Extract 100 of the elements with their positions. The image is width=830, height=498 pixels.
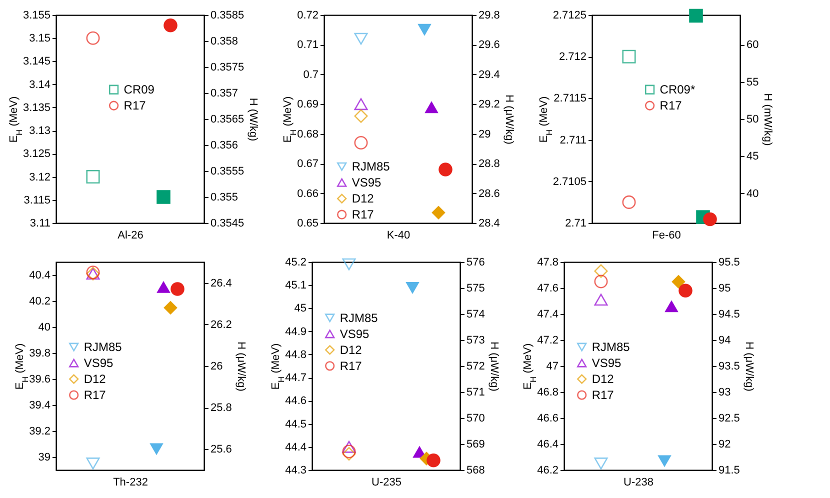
y-tick-label: 40	[38, 322, 50, 334]
y-tick-label: 3.14	[29, 78, 50, 91]
y2-axis-title: H (μW/kg)	[502, 94, 515, 144]
y2-tick-label: 91.5	[718, 464, 740, 476]
y2-tick-label: 0.358	[210, 36, 238, 48]
y-tick-label: 0.68	[297, 128, 318, 140]
legend-label: RJM85	[352, 160, 390, 174]
y-tick-label: 47.2	[537, 334, 558, 346]
y-tick-label: 0.69	[297, 98, 318, 111]
y2-tick-label: 0.3585	[210, 10, 244, 22]
y2-axis-title: H (mW/kg)	[762, 93, 774, 146]
y2-axis-title: H (μW/kg)	[742, 342, 755, 392]
y2-tick-label: 29.2	[478, 98, 500, 111]
y2-axis-title: H (μW/kg)	[488, 342, 500, 392]
y2-axis-title: H (W/kg)	[247, 98, 260, 142]
y2-tick-label: 92.5	[718, 412, 740, 424]
y-tick-label: 3.12	[29, 171, 50, 184]
y2-tick-label: 94.5	[718, 308, 740, 320]
legend-label: R17	[352, 208, 374, 222]
y2-tick-label: 55	[746, 76, 759, 88]
legend-label: VS95	[592, 356, 622, 370]
y2-tick-label: 0.3575	[210, 62, 244, 74]
y2-tick-label: 568	[466, 464, 485, 476]
y2-tick-label: 569	[466, 438, 485, 450]
y-tick-label: 0.65	[297, 218, 318, 230]
y2-tick-label: 574	[466, 308, 485, 320]
y-tick-label: 40.2	[29, 296, 50, 308]
y-tick-label: 44.7	[285, 372, 306, 384]
y-tick-label: 0.67	[297, 158, 318, 170]
y-tick-label: 44.4	[285, 441, 306, 454]
y2-tick-label: 29	[478, 128, 491, 140]
y-tick-label: 46.6	[537, 412, 558, 424]
y-tick-label: 45.2	[285, 256, 306, 268]
y2-tick-label: 0.357	[210, 88, 238, 100]
legend-label: R17	[660, 98, 682, 113]
x-axis-title: K-40	[386, 230, 410, 242]
y-tick-label: 47.6	[537, 282, 558, 294]
y2-tick-label: 28.4	[478, 218, 500, 230]
y-tick-label: 2.711	[560, 134, 586, 146]
y2-tick-label: 573	[466, 334, 485, 346]
y2-tick-label: 28.8	[478, 158, 500, 170]
x-axis-title: U-238	[624, 476, 654, 488]
y-tick-label: 2.71	[565, 218, 586, 230]
legend-label: D12	[592, 372, 614, 386]
y-tick-label: 44.3	[285, 464, 306, 476]
y-tick-label: 2.7115	[554, 92, 586, 105]
y-tick-label: 3.145	[22, 56, 50, 68]
legend-label: RJM85	[84, 340, 122, 354]
y2-tick-label: 26.4	[210, 277, 232, 290]
y-tick-label: 40.4	[29, 270, 50, 282]
x-axis-title: Fe-60	[652, 230, 681, 242]
y-tick-label: 47	[546, 360, 558, 372]
legend-label: VS95	[340, 326, 370, 341]
y-tick-label: 0.71	[297, 39, 318, 52]
legend-label: CR09*	[660, 82, 696, 97]
x-axis-title: U-235	[372, 476, 402, 488]
y2-tick-label: 28.6	[478, 188, 500, 200]
y-tick-label: 3.135	[22, 102, 50, 114]
y-tick-label: 39.4	[29, 400, 50, 412]
y-tick-label: 0.72	[297, 10, 318, 22]
y2-tick-label: 29.6	[478, 39, 500, 52]
y2-tick-label: 572	[466, 360, 485, 372]
y2-tick-label: 570	[466, 412, 485, 424]
y-tick-label: 46.4	[537, 438, 558, 450]
y2-tick-label: 50	[746, 114, 759, 126]
y2-tick-label: 60	[746, 39, 759, 52]
x-axis-title: Th-232	[113, 476, 148, 488]
y-tick-label: 39.8	[29, 348, 50, 360]
legend-label: R17	[84, 388, 106, 402]
y-tick-label: 47.8	[537, 256, 558, 268]
y2-tick-label: 93	[718, 386, 731, 398]
y2-tick-label: 95.5	[718, 256, 740, 268]
legend-label: R17	[124, 98, 146, 113]
y-tick-label: 2.7105	[552, 176, 586, 188]
y-tick-label: 39.2	[29, 426, 50, 438]
y2-tick-label: 29.4	[478, 68, 500, 81]
legend-label: VS95	[352, 176, 382, 190]
y-tick-label: 44.8	[285, 348, 306, 361]
legend-label: VS95	[84, 356, 114, 370]
legend-label: R17	[592, 388, 614, 402]
legend-label: CR09	[124, 82, 155, 97]
y2-tick-label: 576	[466, 256, 485, 268]
y2-tick-label: 93.5	[718, 360, 740, 372]
y-tick-label: 2.712	[558, 51, 586, 64]
y-tick-label: 46.2	[537, 464, 558, 476]
y2-tick-label: 0.3555	[210, 166, 244, 178]
y2-tick-label: 575	[466, 282, 485, 294]
y-tick-label: 0.7	[303, 68, 318, 81]
y-tick-label: 44.9	[285, 326, 306, 338]
y2-tick-label: 0.355	[210, 192, 238, 204]
y-tick-label: 2.7125	[552, 10, 586, 22]
legend-label: D12	[340, 342, 362, 357]
y-tick-label: 46.8	[537, 386, 558, 398]
y2-tick-label: 45	[746, 150, 759, 163]
y-tick-label: 39	[38, 452, 50, 464]
y-tick-label: 3.15	[29, 32, 50, 45]
y-tick-label: 47.4	[537, 308, 558, 320]
y2-tick-label: 26	[210, 360, 223, 372]
legend-label: RJM85	[592, 340, 630, 354]
y-tick-label: 3.115	[24, 194, 50, 206]
